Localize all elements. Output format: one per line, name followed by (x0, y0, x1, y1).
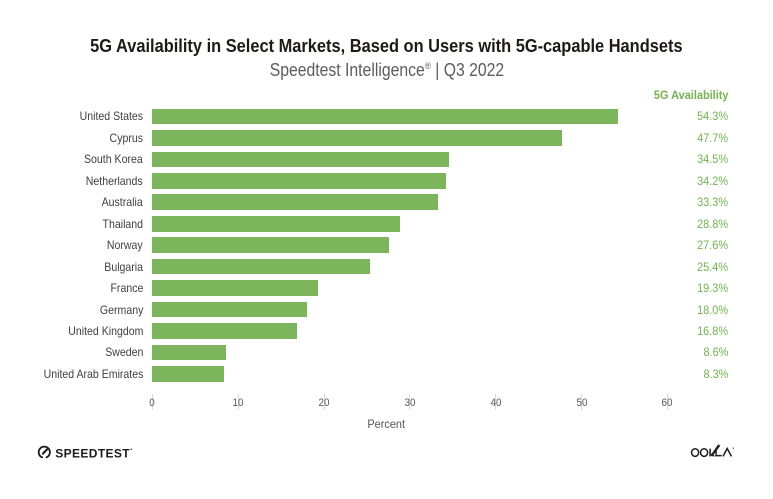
svg-text:SPEEDTEST: SPEEDTEST (55, 446, 130, 460)
